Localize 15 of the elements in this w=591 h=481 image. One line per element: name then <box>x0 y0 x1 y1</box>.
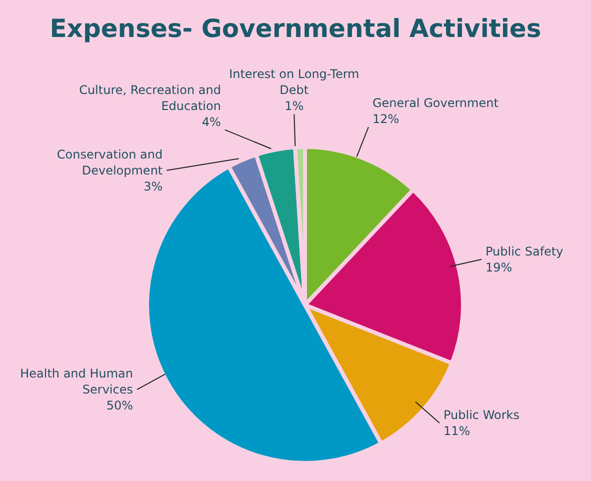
slice-label: Conservation and Development <box>56 147 163 178</box>
slice-label: Culture, Recreation and Education <box>79 82 221 113</box>
slice-label: Interest on Long-Term Debt <box>229 67 360 98</box>
slice-label: Public Works <box>444 408 520 422</box>
slice-label: Health and Human Services <box>20 366 134 397</box>
data-label: 4% <box>202 114 221 129</box>
data-label: 3% <box>144 179 163 194</box>
slice-label: General Government <box>372 96 499 110</box>
chart-title: Expenses- Governmental Activities <box>48 14 542 43</box>
data-label: 50% <box>106 398 134 413</box>
data-label: 19% <box>486 260 512 274</box>
data-label: 11% <box>444 424 470 438</box>
data-label: 12% <box>372 112 400 126</box>
slice-label: Public Safety <box>486 244 564 258</box>
data-label: 1% <box>284 99 304 114</box>
